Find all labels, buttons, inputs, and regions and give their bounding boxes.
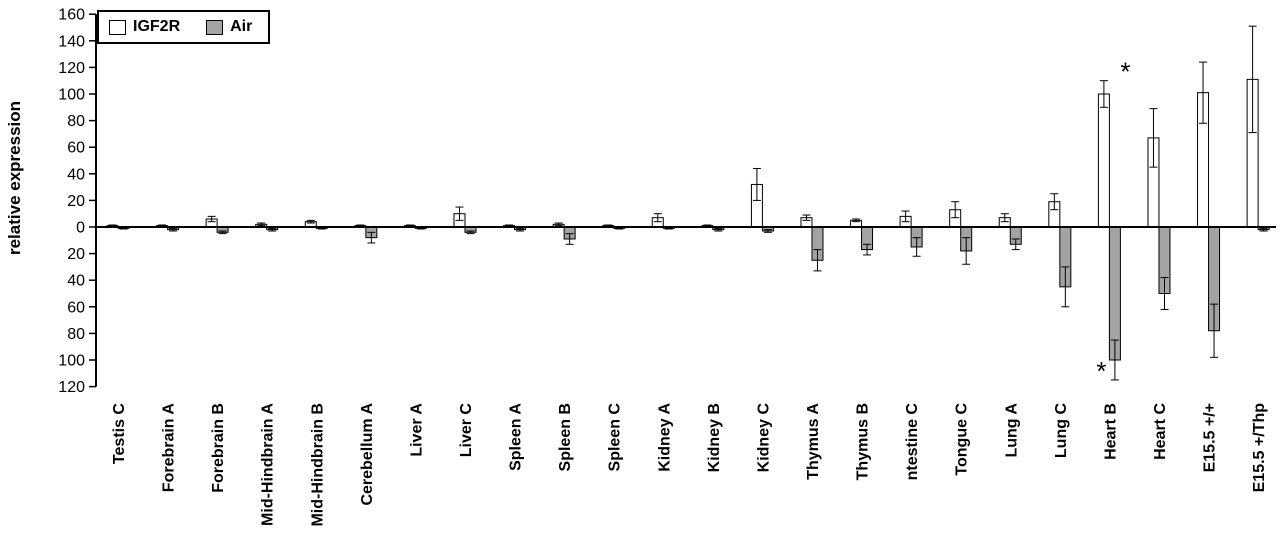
- x-category-label: Forebrain A: [161, 403, 178, 493]
- air-swatch-icon: [206, 19, 224, 35]
- y-tick-label: 80: [67, 326, 85, 343]
- x-category-label: Testis C: [111, 403, 128, 465]
- x-category-label: Thymus B: [855, 403, 872, 480]
- x-category-label: Cerebellum A: [359, 403, 376, 506]
- x-category-label: Mid-Hindbrain A: [260, 403, 277, 526]
- y-tick-label: 120: [58, 379, 85, 396]
- y-tick-label: 60: [67, 140, 85, 157]
- y-tick-label: 100: [58, 87, 85, 104]
- x-category-label: E15.5 +/+: [1202, 403, 1219, 472]
- y-tick-label: 40: [67, 273, 85, 290]
- x-category-label: Kidney C: [755, 403, 772, 473]
- x-category-label: ntestine C: [904, 403, 921, 481]
- x-category-label: Tongue C: [954, 403, 971, 476]
- x-category-label: Kidney B: [706, 403, 723, 472]
- legend-label-igf2r: IGF2R: [133, 18, 181, 35]
- igf2r-swatch-icon: [109, 19, 126, 35]
- y-tick-label: 120: [58, 60, 85, 77]
- significance-asterisk: *: [1096, 356, 1106, 386]
- y-tick-label: 20: [67, 193, 85, 210]
- y-tick-label: 20: [67, 246, 85, 263]
- legend-item-igf2r: IGF2R: [109, 18, 180, 36]
- y-tick-label: 0: [76, 220, 85, 237]
- x-category-label: Spleen C: [607, 403, 624, 472]
- y-tick-label: 100: [58, 353, 85, 370]
- y-tick-label: 160: [58, 7, 85, 24]
- significance-asterisk: *: [1120, 57, 1130, 87]
- y-tick-label: 40: [67, 166, 85, 183]
- x-category-label: Lung C: [1053, 403, 1070, 459]
- x-category-label: Lung A: [1003, 403, 1020, 458]
- x-category-label: Heart C: [1152, 403, 1169, 460]
- x-category-label: Heart B: [1102, 403, 1119, 460]
- x-category-label: Spleen A: [508, 403, 525, 471]
- y-axis-title: relative expression: [5, 100, 24, 256]
- y-tick-label: 60: [67, 299, 85, 316]
- legend: IGF2R Air: [97, 10, 271, 44]
- x-category-label: Liver C: [458, 403, 475, 458]
- y-tick-label: 80: [67, 113, 85, 130]
- x-category-label: Mid-Hindbrain B: [309, 403, 326, 527]
- legend-label-air: Air: [230, 18, 253, 35]
- x-category-label: Spleen B: [557, 403, 574, 471]
- x-category-label: Kidney A: [656, 403, 673, 472]
- x-category-label: E15.5 +/Thp: [1251, 403, 1268, 493]
- x-category-label: Forebrain B: [210, 403, 227, 493]
- legend-item-air: Air: [206, 18, 252, 36]
- x-category-label: Thymus A: [805, 403, 822, 480]
- y-tick-label: 140: [58, 33, 85, 50]
- x-category-label: Liver A: [408, 403, 425, 457]
- bar-igf2r-20: [1097, 93, 1110, 228]
